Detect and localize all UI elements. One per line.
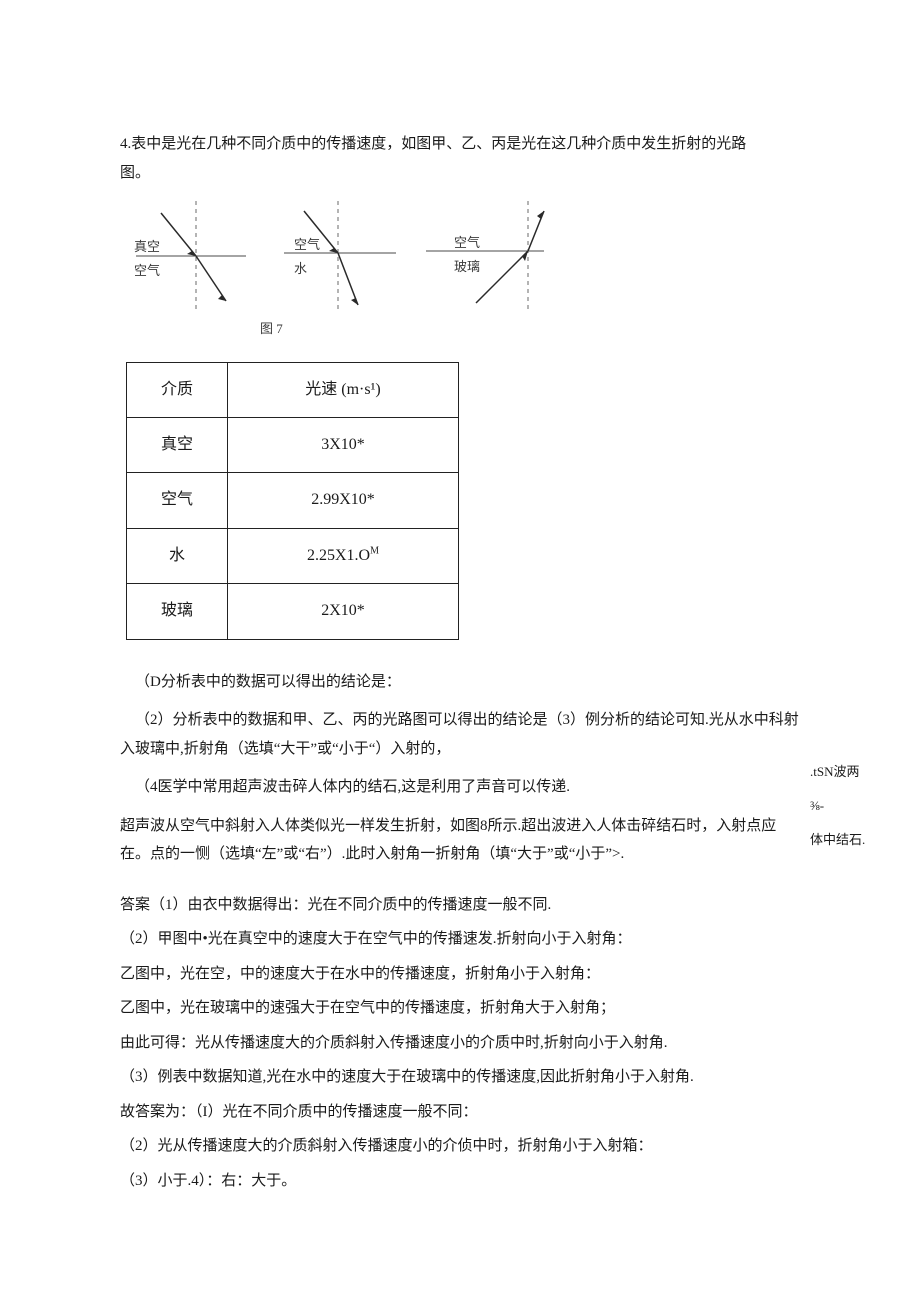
th-medium: 介质 (127, 362, 228, 417)
part-2-3: （2）分析表中的数据和甲、乙、丙的光路图可以得出的结论是（3）例分析的结论可知.… (120, 706, 800, 763)
diagram-yi: 空气 水 (276, 201, 396, 311)
question-stem: 4.表中是光在几种不同介质中的传播速度，如图甲、乙、丙是光在这几种介质中发生折射… (120, 130, 800, 187)
cell-medium: 水 (127, 528, 228, 583)
table-row: 水 2.25X1.OM (127, 528, 459, 583)
diagram-caption: 图 7 (260, 317, 800, 342)
refraction-diagrams: 真空 空气 空气 水 (126, 201, 800, 311)
d1-top-label: 真空 (134, 235, 160, 260)
side-label: 体中结石. (810, 823, 910, 857)
cell-medium: 真空 (127, 418, 228, 473)
question-number: 4. (120, 136, 131, 152)
table-row: 真空 3X10* (127, 418, 459, 473)
diagram-jia: 真空 空气 (126, 201, 246, 311)
answer-block: 答案（1）由衣中数据得出：光在不同介质中的传播速度一般不同. （2）甲图中•光在… (120, 891, 800, 1196)
ans-2a: （2）甲图中•光在真空中的速度大于在空气中的传播速发.折射向小于入射角： (120, 925, 800, 954)
cell-speed: 2.99X10* (228, 473, 459, 528)
page: 4.表中是光在几种不同介质中的传播速度，如图甲、乙、丙是光在这几种介质中发生折射… (0, 0, 920, 1261)
cell-speed: 3X10* (228, 418, 459, 473)
part-4b: 超声波从空气中斜射入人体类似光一样发生折射，如图8所示.超出波进入人体击碎结石时… (120, 812, 800, 869)
ans-sum-3: （3）小于.4）：右：大于。 (120, 1167, 800, 1196)
diagram-bing: 空气 玻璃 (426, 201, 546, 311)
stem-line-1: 表中是光在几种不同介质中的传播速度，如图甲、乙、丙是光在这几种介质中发生折射的光… (131, 136, 746, 152)
ans-sum-2: （2）光从传播速度大的介质斜射入传播速度小的介侦中时，折射角小于入射箱： (120, 1132, 800, 1161)
d3-bot-label: 玻璃 (454, 255, 480, 280)
part-1: （D分析表中的数据可以得出的结论是： (120, 668, 800, 697)
table-row: 空气 2.99X10* (127, 473, 459, 528)
d3-top-label: 空气 (454, 231, 480, 256)
ans-2d: 由此可得：光从传播速度大的介质斜射入传播速度小的介质中时,折射向小于入射角. (120, 1029, 800, 1058)
ans-2c: 乙图中，光在玻璃中的速强大于在空气中的传播速度，折射角大于入射角； (120, 994, 800, 1023)
side-label: ⅜- (810, 789, 910, 823)
side-label: .tSN波两 (810, 755, 910, 789)
cell-speed: 2.25X1.OM (228, 528, 459, 583)
cell-speed: 2X10* (228, 584, 459, 639)
d1-bot-label: 空气 (134, 259, 160, 284)
cell-medium: 玻璃 (127, 584, 228, 639)
ans-1: 答案（1）由衣中数据得出：光在不同介质中的传播速度一般不同. (120, 891, 800, 920)
cell-medium: 空气 (127, 473, 228, 528)
ans-sum-head: 故答案为：（I）光在不同介质中的传播速度一般不同： (120, 1098, 800, 1127)
stem-line-2: 图。 (120, 165, 150, 181)
th-speed: 光速 (m·s¹) (228, 362, 459, 417)
part-4-wrap: .tSN波两 ⅜- 体中结石. （4医学中常用超声波击碎人体内的结石,这是利用了… (120, 773, 800, 869)
table-row: 介质 光速 (m·s¹) (127, 362, 459, 417)
light-speed-table: 介质 光速 (m·s¹) 真空 3X10* 空气 2.99X10* 水 2.25… (126, 362, 459, 640)
table-row: 玻璃 2X10* (127, 584, 459, 639)
ans-2b: 乙图中，光在空，中的速度大于在水中的传播速度，折射角小于入射角： (120, 960, 800, 989)
d2-top-label: 空气 (294, 233, 320, 258)
ans-3: （3）例表中数据知道,光在水中的速度大于在玻璃中的传播速度,因此折射角小于入射角… (120, 1063, 800, 1092)
part-4a: （4医学中常用超声波击碎人体内的结石,这是利用了声音可以传递. (120, 773, 800, 802)
side-fig8-labels: .tSN波两 ⅜- 体中结石. (810, 755, 910, 856)
d2-bot-label: 水 (294, 257, 307, 282)
